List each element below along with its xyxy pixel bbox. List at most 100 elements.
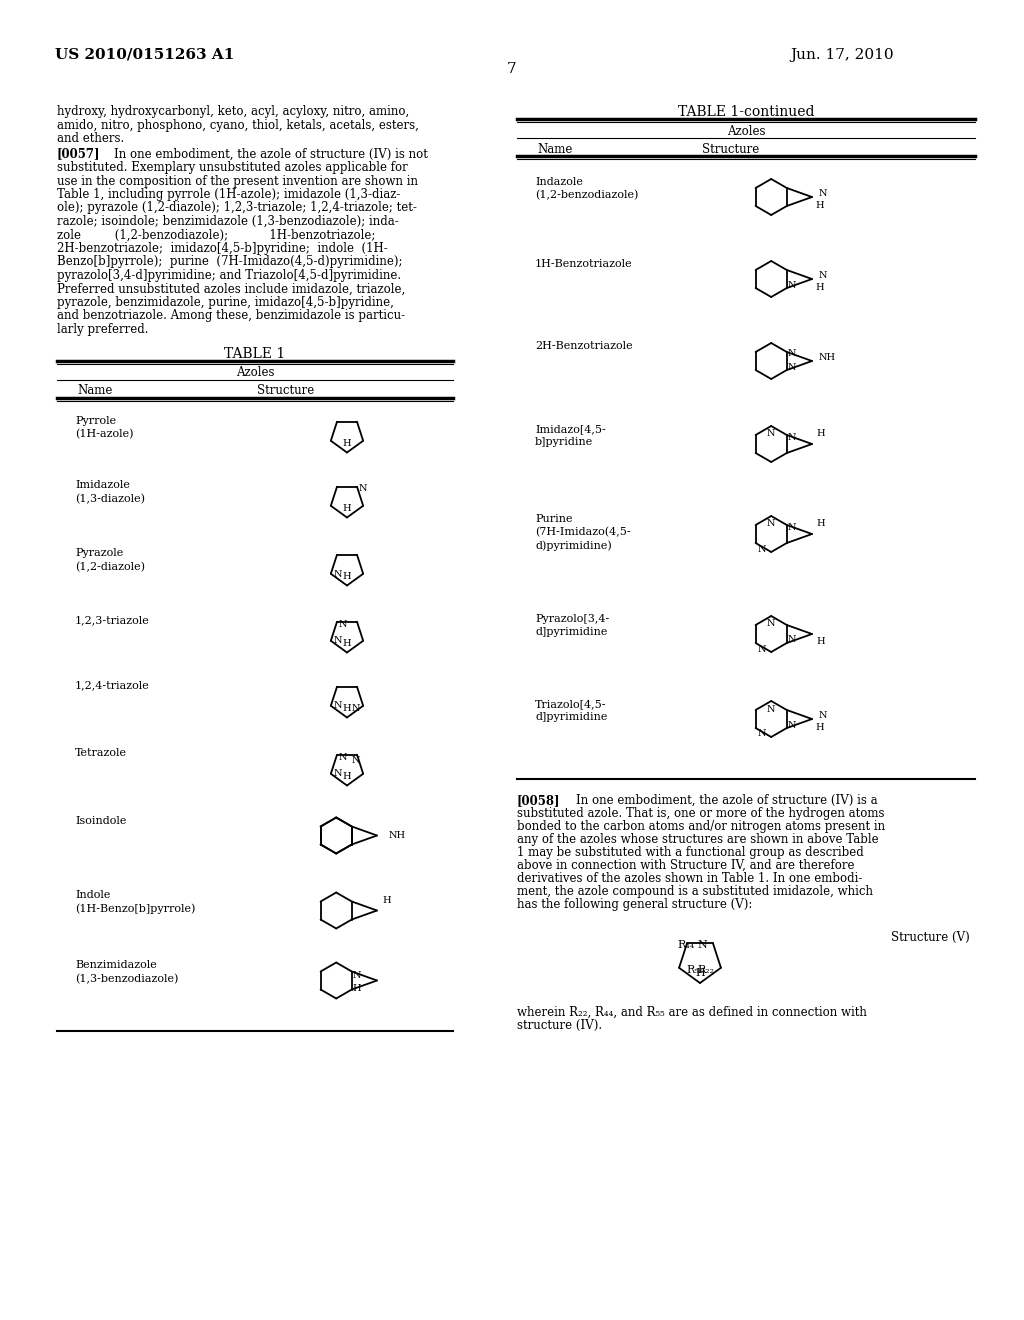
Text: (1H-Benzo[b]pyrrole): (1H-Benzo[b]pyrrole) xyxy=(75,903,196,913)
Text: any of the azoles whose structures are shown in above Table: any of the azoles whose structures are s… xyxy=(517,833,879,846)
Text: (1,3-benzodiazole): (1,3-benzodiazole) xyxy=(75,974,178,983)
Text: 2H-Benzotriazole: 2H-Benzotriazole xyxy=(535,341,633,351)
Text: N: N xyxy=(334,770,342,779)
Text: H: H xyxy=(343,772,351,781)
Text: NH: NH xyxy=(819,354,837,363)
Text: derivatives of the azoles shown in Table 1. In one embodi-: derivatives of the azoles shown in Table… xyxy=(517,873,862,884)
Text: N: N xyxy=(758,644,766,653)
Text: N: N xyxy=(697,940,707,950)
Text: Structure (V): Structure (V) xyxy=(891,931,970,944)
Text: 1,2,3-triazole: 1,2,3-triazole xyxy=(75,615,150,626)
Text: Structure: Structure xyxy=(702,143,759,156)
Text: Imidazo[4,5-: Imidazo[4,5- xyxy=(535,424,606,434)
Text: N: N xyxy=(758,730,766,738)
Text: N: N xyxy=(787,635,796,644)
Text: (1,2-benzodiazole): (1,2-benzodiazole) xyxy=(535,190,638,201)
Text: Jun. 17, 2010: Jun. 17, 2010 xyxy=(790,48,894,62)
Text: Preferred unsubstituted azoles include imidazole, triazole,: Preferred unsubstituted azoles include i… xyxy=(57,282,406,296)
Text: N: N xyxy=(767,705,775,714)
Text: N: N xyxy=(787,433,796,441)
Text: N: N xyxy=(787,350,796,359)
Text: H: H xyxy=(815,723,823,733)
Text: pyrazole, benzimidazole, purine, imidazo[4,5-b]pyridine,: pyrazole, benzimidazole, purine, imidazo… xyxy=(57,296,394,309)
Text: Benzimidazole: Benzimidazole xyxy=(75,961,157,970)
Text: Table 1, including pyrrole (1H-azole); imidazole (1,3-diaz-: Table 1, including pyrrole (1H-azole); i… xyxy=(57,187,400,201)
Text: N: N xyxy=(787,721,796,730)
Text: N: N xyxy=(819,190,827,198)
Text: Isoindole: Isoindole xyxy=(75,816,126,825)
Text: ment, the azole compound is a substituted imidazole, which: ment, the azole compound is a substitute… xyxy=(517,884,873,898)
Text: H: H xyxy=(343,704,351,713)
Text: H: H xyxy=(343,572,351,581)
Text: N: N xyxy=(787,281,796,290)
Text: Triazolo[4,5-: Triazolo[4,5- xyxy=(535,700,606,709)
Text: Imidazole: Imidazole xyxy=(75,480,130,491)
Text: structure (IV).: structure (IV). xyxy=(517,1019,602,1032)
Text: US 2010/0151263 A1: US 2010/0151263 A1 xyxy=(55,48,234,62)
Text: N: N xyxy=(767,619,775,628)
Text: NH: NH xyxy=(389,832,407,840)
Text: N: N xyxy=(767,429,775,438)
Text: R₅₅: R₅₅ xyxy=(686,965,702,974)
Text: R₄₄: R₄₄ xyxy=(678,940,695,950)
Text: bonded to the carbon atoms and/or nitrogen atoms present in: bonded to the carbon atoms and/or nitrog… xyxy=(517,820,885,833)
Text: and benzotriazole. Among these, benzimidazole is particu-: and benzotriazole. Among these, benzimid… xyxy=(57,309,406,322)
Text: H: H xyxy=(816,429,824,438)
Text: N: N xyxy=(339,620,347,630)
Text: (1H-azole): (1H-azole) xyxy=(75,429,133,438)
Text: N: N xyxy=(787,523,796,532)
Text: N: N xyxy=(334,570,342,579)
Text: d]pyrimidine: d]pyrimidine xyxy=(535,711,607,722)
Text: H: H xyxy=(816,638,824,647)
Text: TABLE 1-continued: TABLE 1-continued xyxy=(678,106,814,119)
Text: N: N xyxy=(819,272,827,281)
Text: In one embodiment, the azole of structure (IV) is a: In one embodiment, the azole of structur… xyxy=(561,795,878,807)
Text: Pyrrole: Pyrrole xyxy=(75,416,116,425)
Text: 1 may be substituted with a functional group as described: 1 may be substituted with a functional g… xyxy=(517,846,864,859)
Text: 7: 7 xyxy=(507,62,517,77)
Text: d)pyrimidine): d)pyrimidine) xyxy=(535,540,611,550)
Text: H: H xyxy=(343,440,351,447)
Text: N: N xyxy=(819,711,827,721)
Text: H: H xyxy=(343,639,351,648)
Text: Indazole: Indazole xyxy=(535,177,583,187)
Text: N: N xyxy=(352,972,361,979)
Text: (1,2-diazole): (1,2-diazole) xyxy=(75,561,145,572)
Text: wherein R₂₂, R₄₄, and R₅₅ are as defined in connection with: wherein R₂₂, R₄₄, and R₅₅ are as defined… xyxy=(517,1006,867,1019)
Text: N: N xyxy=(339,754,347,762)
Text: H: H xyxy=(382,896,390,906)
Text: H: H xyxy=(815,284,823,293)
Text: b]pyridine: b]pyridine xyxy=(535,437,593,447)
Text: 1H-Benzotriazole: 1H-Benzotriazole xyxy=(535,259,633,269)
Text: N: N xyxy=(334,701,342,710)
Text: Benzo[b]pyrrole);  purine  (7H-Imidazo(4,5-d)pyrimidine);: Benzo[b]pyrrole); purine (7H-Imidazo(4,5… xyxy=(57,256,402,268)
Text: Structure: Structure xyxy=(257,384,314,397)
Text: N: N xyxy=(358,484,368,494)
Text: N: N xyxy=(767,520,775,528)
Text: d]pyrimidine: d]pyrimidine xyxy=(535,627,607,638)
Text: H: H xyxy=(695,968,705,978)
Text: larly preferred.: larly preferred. xyxy=(57,323,148,337)
Text: [0057]: [0057] xyxy=(57,148,100,161)
Text: R₂₂: R₂₂ xyxy=(697,965,714,974)
Text: above in connection with Structure IV, and are therefore: above in connection with Structure IV, a… xyxy=(517,859,854,873)
Text: razole; isoindole; benzimidazole (1,3-benzodiazole); inda-: razole; isoindole; benzimidazole (1,3-be… xyxy=(57,215,398,228)
Text: H: H xyxy=(815,202,823,210)
Text: Name: Name xyxy=(537,143,572,156)
Text: Pyrazolo[3,4-: Pyrazolo[3,4- xyxy=(535,614,609,624)
Text: (1,3-diazole): (1,3-diazole) xyxy=(75,494,145,504)
Text: Tetrazole: Tetrazole xyxy=(75,748,127,759)
Text: pyrazolo[3,4-d]pyrimidine; and Triazolo[4,5-d]pyrimidine.: pyrazolo[3,4-d]pyrimidine; and Triazolo[… xyxy=(57,269,401,282)
Text: H: H xyxy=(816,520,824,528)
Text: Azoles: Azoles xyxy=(236,367,274,380)
Text: hydroxy, hydroxycarbonyl, keto, acyl, acyloxy, nitro, amino,: hydroxy, hydroxycarbonyl, keto, acyl, ac… xyxy=(57,106,410,117)
Text: Name: Name xyxy=(77,384,113,397)
Text: N: N xyxy=(351,756,360,766)
Text: Pyrazole: Pyrazole xyxy=(75,549,123,558)
Text: Azoles: Azoles xyxy=(727,125,765,139)
Text: N: N xyxy=(352,705,360,713)
Text: Purine: Purine xyxy=(535,513,572,524)
Text: N: N xyxy=(334,636,342,645)
Text: 2H-benzotriazole;  imidazo[4,5-b]pyridine;  indole  (1H-: 2H-benzotriazole; imidazo[4,5-b]pyridine… xyxy=(57,242,388,255)
Text: substituted. Exemplary unsubstituted azoles applicable for: substituted. Exemplary unsubstituted azo… xyxy=(57,161,408,174)
